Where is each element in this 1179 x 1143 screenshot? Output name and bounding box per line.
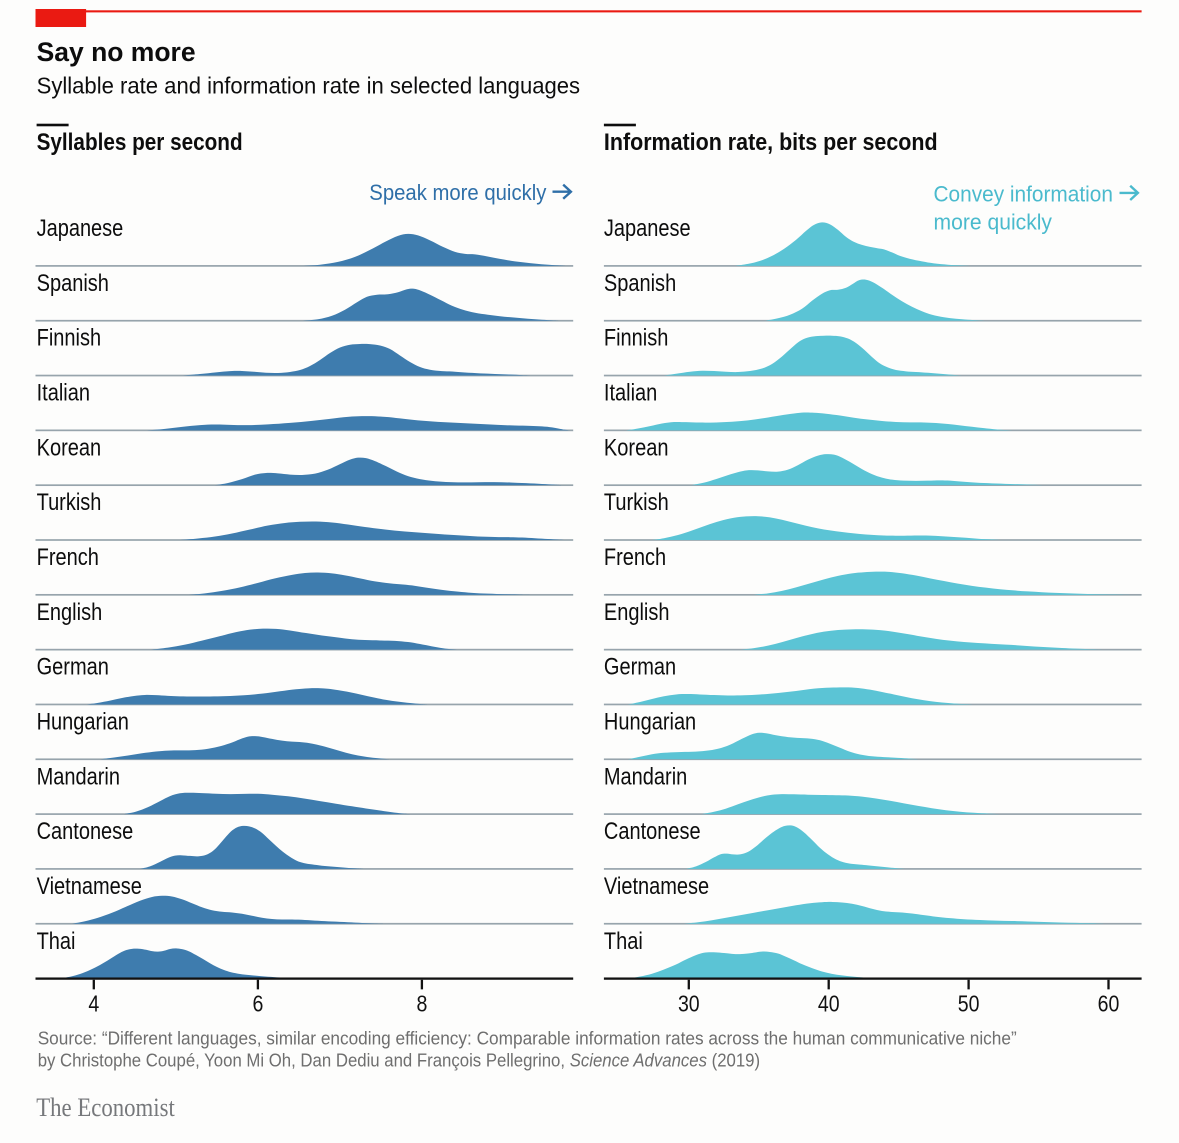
svg-text:French: French	[604, 544, 666, 571]
svg-text:Cantonese: Cantonese	[37, 818, 134, 845]
svg-text:Italian: Italian	[604, 380, 657, 407]
svg-text:Japanese: Japanese	[604, 215, 691, 242]
svg-text:Thai: Thai	[37, 928, 76, 955]
svg-text:German: German	[604, 654, 676, 681]
svg-text:Information rate, bits per sec: Information rate, bits per second	[604, 130, 938, 156]
svg-text:Finnish: Finnish	[604, 325, 669, 352]
svg-text:Mandarin: Mandarin	[604, 763, 687, 790]
svg-text:30: 30	[678, 990, 700, 1016]
svg-text:French: French	[37, 544, 99, 571]
svg-text:Turkish: Turkish	[37, 489, 102, 516]
svg-text:Source: “Different languages,: Source: “Different languages, similar en…	[38, 1028, 1017, 1049]
svg-text:Convey information: Convey information	[934, 182, 1113, 207]
svg-text:English: English	[604, 599, 670, 626]
svg-text:60: 60	[1098, 990, 1120, 1016]
svg-text:Say no more: Say no more	[37, 37, 196, 67]
svg-text:50: 50	[958, 990, 980, 1016]
svg-text:Vietnamese: Vietnamese	[37, 873, 142, 900]
svg-text:Turkish: Turkish	[604, 489, 669, 516]
svg-text:by Christophe Coupé, Yoon Mi O: by Christophe Coupé, Yoon Mi Oh, Dan Ded…	[38, 1050, 760, 1071]
svg-text:8: 8	[416, 990, 427, 1016]
svg-text:Syllable rate and information: Syllable rate and information rate in se…	[37, 73, 581, 99]
svg-text:more quickly: more quickly	[934, 210, 1053, 235]
svg-text:Vietnamese: Vietnamese	[604, 873, 709, 900]
svg-text:Spanish: Spanish	[37, 270, 109, 297]
svg-text:Spanish: Spanish	[604, 270, 676, 297]
svg-text:Japanese: Japanese	[37, 215, 124, 242]
svg-text:Italian: Italian	[37, 380, 90, 407]
svg-text:6: 6	[252, 990, 263, 1016]
svg-text:40: 40	[818, 990, 840, 1016]
svg-text:Finnish: Finnish	[37, 325, 102, 352]
svg-text:Thai: Thai	[604, 928, 643, 955]
svg-text:4: 4	[88, 990, 99, 1016]
svg-text:Speak more quickly: Speak more quickly	[369, 180, 547, 205]
svg-text:Korean: Korean	[37, 434, 102, 461]
svg-text:Syllables per second: Syllables per second	[37, 130, 243, 156]
svg-text:German: German	[37, 654, 109, 681]
svg-text:Korean: Korean	[604, 434, 669, 461]
svg-text:Hungarian: Hungarian	[604, 709, 696, 736]
svg-text:The Economist: The Economist	[36, 1093, 175, 1122]
svg-text:English: English	[37, 599, 103, 626]
svg-text:Hungarian: Hungarian	[37, 709, 129, 736]
svg-text:Cantonese: Cantonese	[604, 818, 701, 845]
svg-text:Mandarin: Mandarin	[37, 763, 120, 790]
